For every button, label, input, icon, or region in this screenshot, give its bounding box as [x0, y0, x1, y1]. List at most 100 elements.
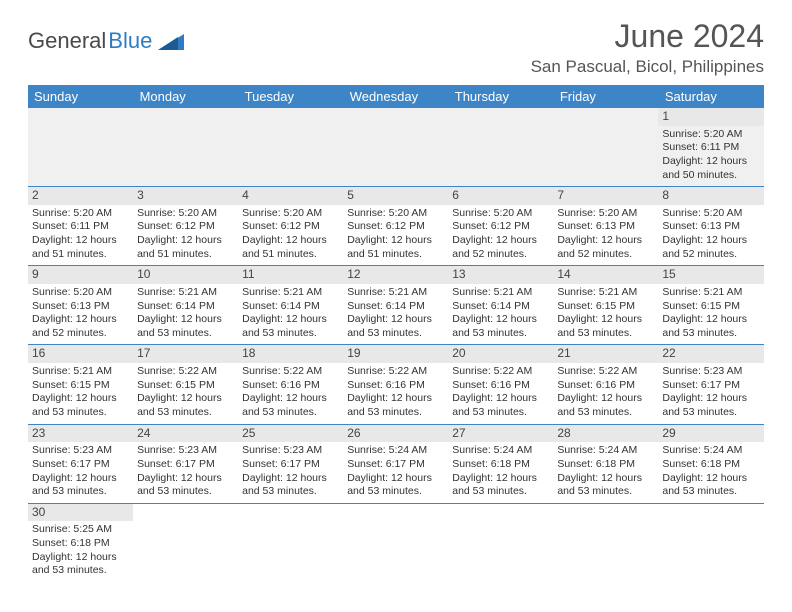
cell-text: Sunset: 6:14 PM: [242, 300, 339, 314]
calendar-cell: [133, 503, 238, 582]
cell-text: Sunrise: 5:20 AM: [137, 207, 234, 221]
cell-text: and 52 minutes.: [32, 327, 129, 341]
cell-text: and 51 minutes.: [32, 248, 129, 262]
calendar-cell: 22Sunrise: 5:23 AMSunset: 6:17 PMDayligh…: [658, 345, 763, 424]
cell-text: Sunset: 6:16 PM: [452, 379, 549, 393]
day-header: Sunday: [28, 85, 133, 108]
cell-text: and 52 minutes.: [662, 248, 759, 262]
day-number: 15: [658, 266, 763, 284]
day-number: 17: [133, 345, 238, 363]
cell-text: Daylight: 12 hours: [662, 392, 759, 406]
cell-text: and 53 minutes.: [662, 406, 759, 420]
cell-text: Sunset: 6:16 PM: [557, 379, 654, 393]
calendar-cell: 2Sunrise: 5:20 AMSunset: 6:11 PMDaylight…: [28, 187, 133, 266]
cell-text: Sunset: 6:17 PM: [32, 458, 129, 472]
cell-text: Sunrise: 5:20 AM: [662, 128, 759, 142]
calendar-cell: 19Sunrise: 5:22 AMSunset: 6:16 PMDayligh…: [343, 345, 448, 424]
cell-text: Sunset: 6:14 PM: [347, 300, 444, 314]
cell-text: Sunset: 6:16 PM: [242, 379, 339, 393]
calendar-cell: 1Sunrise: 5:20 AMSunset: 6:11 PMDaylight…: [658, 108, 763, 187]
calendar-row: 23Sunrise: 5:23 AMSunset: 6:17 PMDayligh…: [28, 424, 764, 503]
calendar-cell: [343, 108, 448, 187]
calendar-cell: 27Sunrise: 5:24 AMSunset: 6:18 PMDayligh…: [448, 424, 553, 503]
day-number: 1: [658, 108, 763, 126]
cell-text: Sunrise: 5:24 AM: [452, 444, 549, 458]
cell-text: Sunrise: 5:20 AM: [557, 207, 654, 221]
cell-text: Daylight: 12 hours: [32, 392, 129, 406]
calendar-cell: 10Sunrise: 5:21 AMSunset: 6:14 PMDayligh…: [133, 266, 238, 345]
cell-text: and 53 minutes.: [557, 485, 654, 499]
cell-text: Sunrise: 5:21 AM: [347, 286, 444, 300]
calendar-cell: 8Sunrise: 5:20 AMSunset: 6:13 PMDaylight…: [658, 187, 763, 266]
day-number: 25: [238, 425, 343, 443]
calendar-cell: 21Sunrise: 5:22 AMSunset: 6:16 PMDayligh…: [553, 345, 658, 424]
cell-text: and 53 minutes.: [242, 406, 339, 420]
cell-text: Daylight: 12 hours: [242, 234, 339, 248]
calendar-cell: [238, 503, 343, 582]
cell-text: and 53 minutes.: [32, 564, 129, 578]
cell-text: Sunset: 6:13 PM: [32, 300, 129, 314]
cell-text: and 53 minutes.: [347, 406, 444, 420]
logo-text-blue: Blue: [108, 28, 152, 54]
day-header: Thursday: [448, 85, 553, 108]
logo-triangle-icon: [158, 32, 184, 50]
cell-text: Daylight: 12 hours: [137, 472, 234, 486]
day-number: 11: [238, 266, 343, 284]
day-number: 10: [133, 266, 238, 284]
cell-text: Sunrise: 5:21 AM: [452, 286, 549, 300]
day-header-row: Sunday Monday Tuesday Wednesday Thursday…: [28, 85, 764, 108]
cell-text: Sunset: 6:12 PM: [242, 220, 339, 234]
cell-text: Daylight: 12 hours: [242, 472, 339, 486]
cell-text: Sunrise: 5:22 AM: [242, 365, 339, 379]
day-header: Saturday: [658, 85, 763, 108]
cell-text: Daylight: 12 hours: [137, 313, 234, 327]
calendar-table: Sunday Monday Tuesday Wednesday Thursday…: [28, 85, 764, 582]
cell-text: Daylight: 12 hours: [557, 392, 654, 406]
cell-text: Daylight: 12 hours: [347, 392, 444, 406]
day-number: 19: [343, 345, 448, 363]
calendar-cell: 18Sunrise: 5:22 AMSunset: 6:16 PMDayligh…: [238, 345, 343, 424]
cell-text: Sunset: 6:13 PM: [557, 220, 654, 234]
day-number: 29: [658, 425, 763, 443]
cell-text: Sunset: 6:18 PM: [557, 458, 654, 472]
cell-text: Daylight: 12 hours: [662, 472, 759, 486]
cell-text: and 53 minutes.: [32, 406, 129, 420]
cell-text: Sunrise: 5:20 AM: [32, 207, 129, 221]
cell-text: Sunset: 6:17 PM: [662, 379, 759, 393]
cell-text: Sunrise: 5:24 AM: [557, 444, 654, 458]
cell-text: Sunrise: 5:21 AM: [557, 286, 654, 300]
cell-text: Sunset: 6:17 PM: [137, 458, 234, 472]
cell-text: and 53 minutes.: [452, 485, 549, 499]
cell-text: and 53 minutes.: [557, 406, 654, 420]
cell-text: Sunset: 6:15 PM: [557, 300, 654, 314]
cell-text: Daylight: 12 hours: [662, 313, 759, 327]
cell-text: Daylight: 12 hours: [662, 155, 759, 169]
calendar-cell: [553, 108, 658, 187]
cell-text: Sunrise: 5:21 AM: [32, 365, 129, 379]
calendar-cell: 14Sunrise: 5:21 AMSunset: 6:15 PMDayligh…: [553, 266, 658, 345]
calendar-cell: [28, 108, 133, 187]
day-number: 21: [553, 345, 658, 363]
calendar-cell: 25Sunrise: 5:23 AMSunset: 6:17 PMDayligh…: [238, 424, 343, 503]
cell-text: Sunrise: 5:23 AM: [32, 444, 129, 458]
cell-text: Sunrise: 5:22 AM: [452, 365, 549, 379]
cell-text: and 51 minutes.: [242, 248, 339, 262]
day-number: 9: [28, 266, 133, 284]
calendar-cell: 13Sunrise: 5:21 AMSunset: 6:14 PMDayligh…: [448, 266, 553, 345]
cell-text: and 53 minutes.: [662, 485, 759, 499]
calendar-cell: 26Sunrise: 5:24 AMSunset: 6:17 PMDayligh…: [343, 424, 448, 503]
logo: General Blue: [28, 28, 184, 54]
calendar-cell: 9Sunrise: 5:20 AMSunset: 6:13 PMDaylight…: [28, 266, 133, 345]
cell-text: and 53 minutes.: [557, 327, 654, 341]
cell-text: Sunrise: 5:21 AM: [137, 286, 234, 300]
day-number: 30: [28, 504, 133, 522]
cell-text: and 53 minutes.: [137, 327, 234, 341]
cell-text: Sunset: 6:15 PM: [32, 379, 129, 393]
cell-text: Sunrise: 5:23 AM: [242, 444, 339, 458]
calendar-row: 16Sunrise: 5:21 AMSunset: 6:15 PMDayligh…: [28, 345, 764, 424]
day-number: 20: [448, 345, 553, 363]
calendar-cell: 4Sunrise: 5:20 AMSunset: 6:12 PMDaylight…: [238, 187, 343, 266]
calendar-cell: 20Sunrise: 5:22 AMSunset: 6:16 PMDayligh…: [448, 345, 553, 424]
cell-text: and 53 minutes.: [32, 485, 129, 499]
cell-text: Sunrise: 5:20 AM: [242, 207, 339, 221]
